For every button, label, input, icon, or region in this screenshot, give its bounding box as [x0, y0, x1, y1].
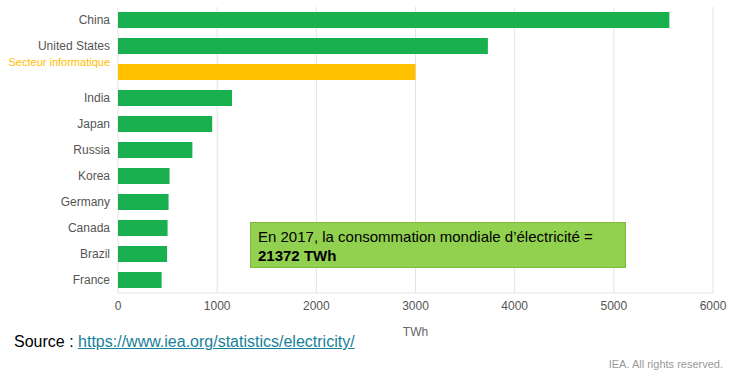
html-text:En 2017, la consommation mondi: En 2017, la consommation mondiale d’élec… [258, 228, 593, 245]
svg-text:Japan: Japan [77, 117, 110, 131]
svg-text:France: France [73, 273, 111, 287]
svg-text:Russia: Russia [73, 143, 110, 157]
svg-text:Brazil: Brazil [80, 247, 110, 261]
svg-text:Secteur informatique: Secteur informatique [9, 56, 111, 68]
svg-text:India: India [84, 91, 110, 105]
svg-text:United States: United States [38, 39, 110, 53]
svg-text:TWh: TWh [403, 325, 428, 339]
svg-text:2000: 2000 [303, 299, 330, 313]
svg-text:Germany: Germany [61, 195, 110, 209]
html-text:IEA. All rights reserved.: IEA. All rights reserved. [608, 358, 723, 370]
svg-text:5000: 5000 [600, 299, 627, 313]
svg-text:1000: 1000 [204, 299, 231, 313]
svg-text:4000: 4000 [501, 299, 528, 313]
svg-text:6000: 6000 [700, 299, 723, 313]
svg-text:0: 0 [115, 299, 122, 313]
html-text:Source : https://www.iea.org/s: Source : https://www.iea.org/statistics/… [14, 333, 355, 350]
svg-text:Canada: Canada [68, 221, 110, 235]
svg-text:Korea: Korea [78, 169, 110, 183]
svg-text:3000: 3000 [402, 299, 429, 313]
svg-text:China: China [79, 13, 111, 27]
html-text:21372 TWh: 21372 TWh [258, 247, 337, 264]
